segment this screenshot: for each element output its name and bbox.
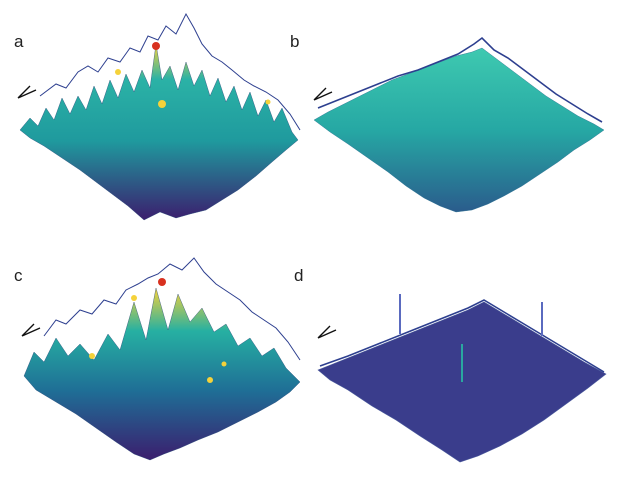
axis-indicator-icon xyxy=(317,325,337,339)
surface-plot-b xyxy=(313,36,605,213)
axis-indicator-icon xyxy=(313,87,333,101)
axis-indicator-icon xyxy=(17,85,37,99)
surface-a xyxy=(19,43,299,221)
surface-plot-a xyxy=(17,12,301,221)
panel-b: b xyxy=(290,0,617,240)
peak-c-2 xyxy=(131,295,137,301)
panel-d: d xyxy=(294,240,617,480)
surface-plot-c xyxy=(21,257,301,461)
peak-c-4 xyxy=(207,377,213,383)
panel-a: a xyxy=(0,0,308,240)
ridge-profile-b xyxy=(317,36,603,123)
peak-c-3 xyxy=(89,353,95,359)
axis-indicator-icon xyxy=(21,323,41,337)
panel-label-a: a xyxy=(14,32,24,51)
peak-a-4 xyxy=(265,99,271,105)
peak-c-1 xyxy=(158,278,166,286)
panel-c: c xyxy=(0,240,308,480)
ridge-profile-c xyxy=(43,257,301,361)
panel-label-b: b xyxy=(290,32,300,51)
ridge-profile-d xyxy=(319,299,605,373)
peak-a-3 xyxy=(115,69,121,75)
peak-a-2 xyxy=(158,100,166,108)
surface-plot-d xyxy=(317,294,607,463)
panel-label-d: d xyxy=(294,266,304,285)
panel-label-c: c xyxy=(14,266,23,285)
surface-c xyxy=(23,287,301,461)
ridge-profile-a xyxy=(39,12,301,131)
peak-c-5 xyxy=(221,361,227,367)
surface-b xyxy=(313,47,605,213)
peak-a-1 xyxy=(152,42,160,50)
